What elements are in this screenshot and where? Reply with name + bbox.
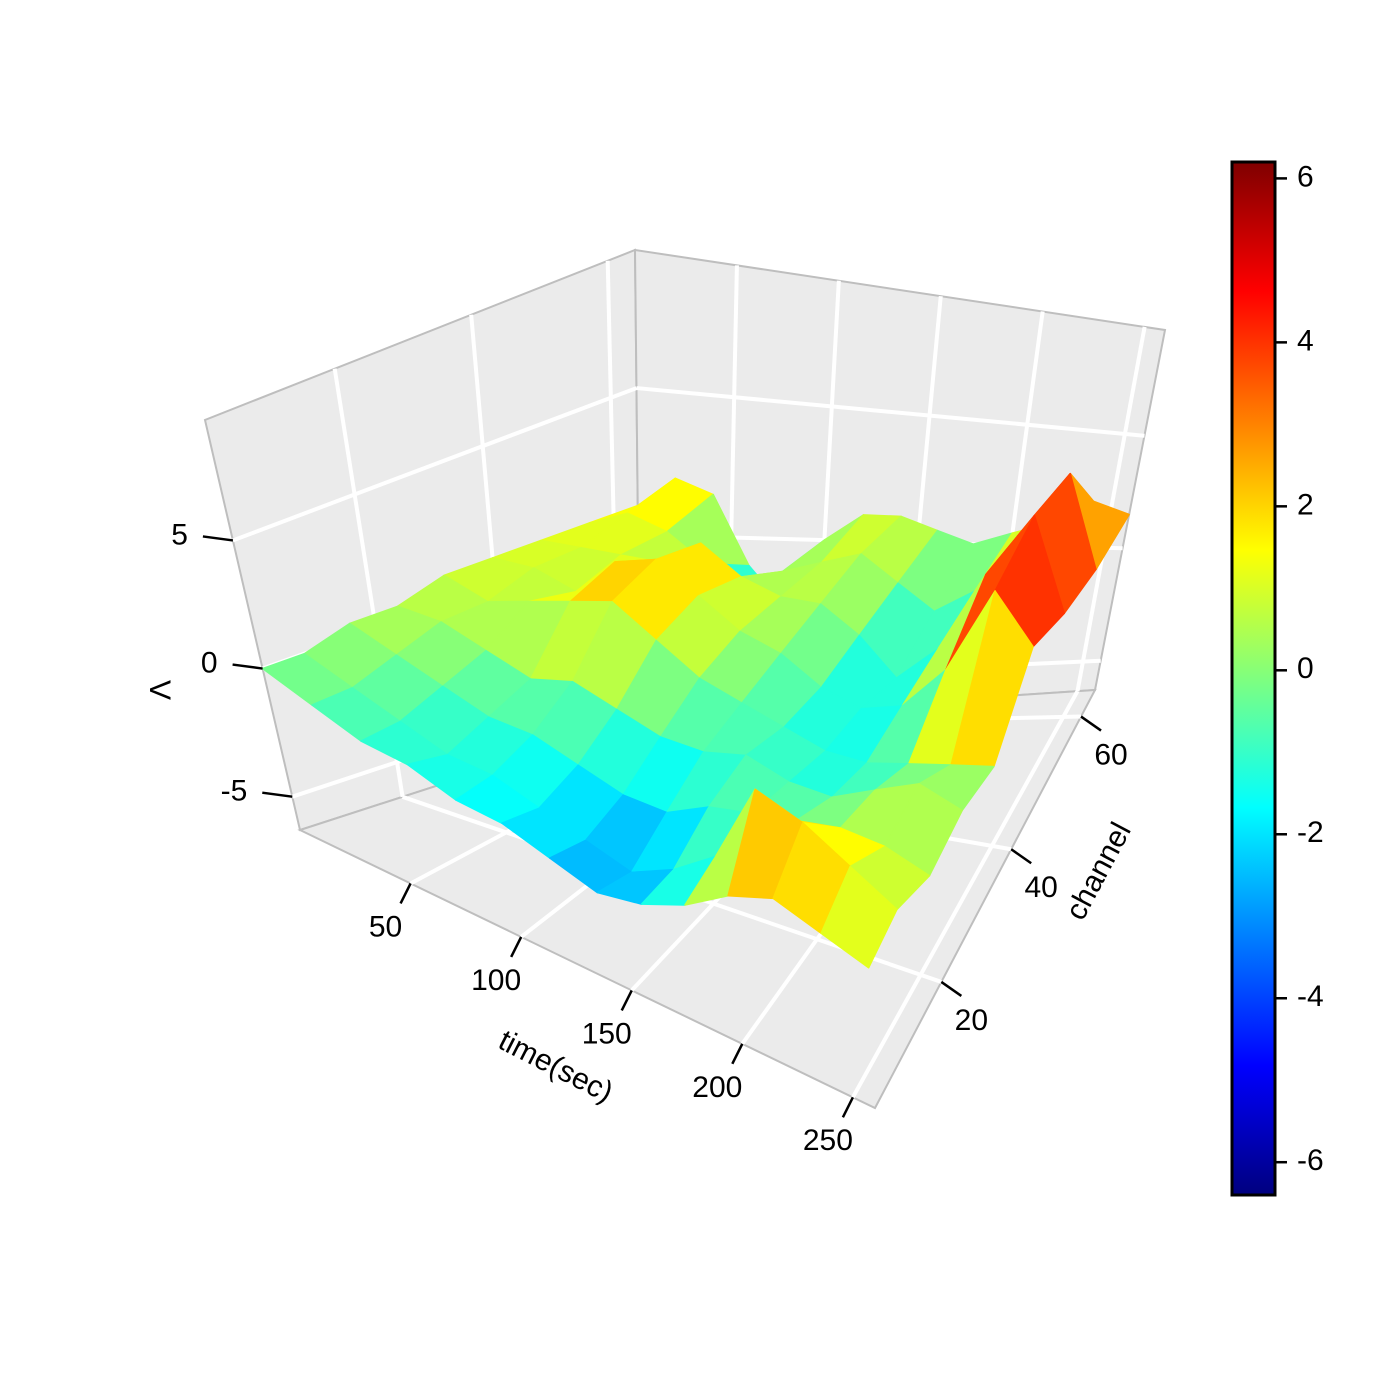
z-tick (202, 535, 234, 542)
x-tick-label: 50 (369, 910, 402, 943)
z-tick (232, 663, 263, 670)
colorbar-tick-label: -6 (1297, 1144, 1324, 1177)
colorbar-tick-label: 0 (1297, 652, 1314, 685)
y-axis-label: channel (1059, 817, 1137, 925)
x-tick-label: 250 (803, 1124, 853, 1157)
x-tick (399, 882, 412, 905)
z-axis-label: V (143, 680, 176, 700)
colorbar-tick-label: -2 (1297, 816, 1324, 849)
y-tick-label: 20 (955, 1004, 988, 1037)
z-tick-label: 0 (201, 646, 218, 679)
x-tick (620, 989, 633, 1011)
x-tick (841, 1096, 855, 1118)
x-tick (510, 936, 523, 958)
grid-line (851, 690, 1080, 1099)
colorbar (1230, 160, 1277, 1197)
colorbar-tick-label: 4 (1297, 324, 1314, 357)
y-tick-label: 60 (1094, 738, 1127, 771)
colorbar-tick-label: 2 (1297, 488, 1314, 521)
x-tick (731, 1043, 744, 1065)
colorbar-tick-label: 6 (1297, 160, 1314, 193)
grid-line (232, 386, 638, 543)
y-tick-label: 40 (1025, 871, 1058, 904)
y-tick (1080, 715, 1102, 732)
grid-line (636, 386, 1145, 438)
z-tick-label: 5 (171, 518, 188, 551)
x-tick-label: 150 (582, 1017, 632, 1050)
x-tick-label: 100 (471, 964, 521, 997)
x-tick-label: 200 (692, 1071, 742, 1104)
y-tick (940, 980, 963, 997)
z-tick (262, 791, 293, 798)
y-tick (1010, 848, 1032, 865)
colorbar-tick-label: -4 (1297, 980, 1324, 1013)
surface-cell (820, 865, 898, 969)
z-tick-label: -5 (221, 775, 248, 808)
